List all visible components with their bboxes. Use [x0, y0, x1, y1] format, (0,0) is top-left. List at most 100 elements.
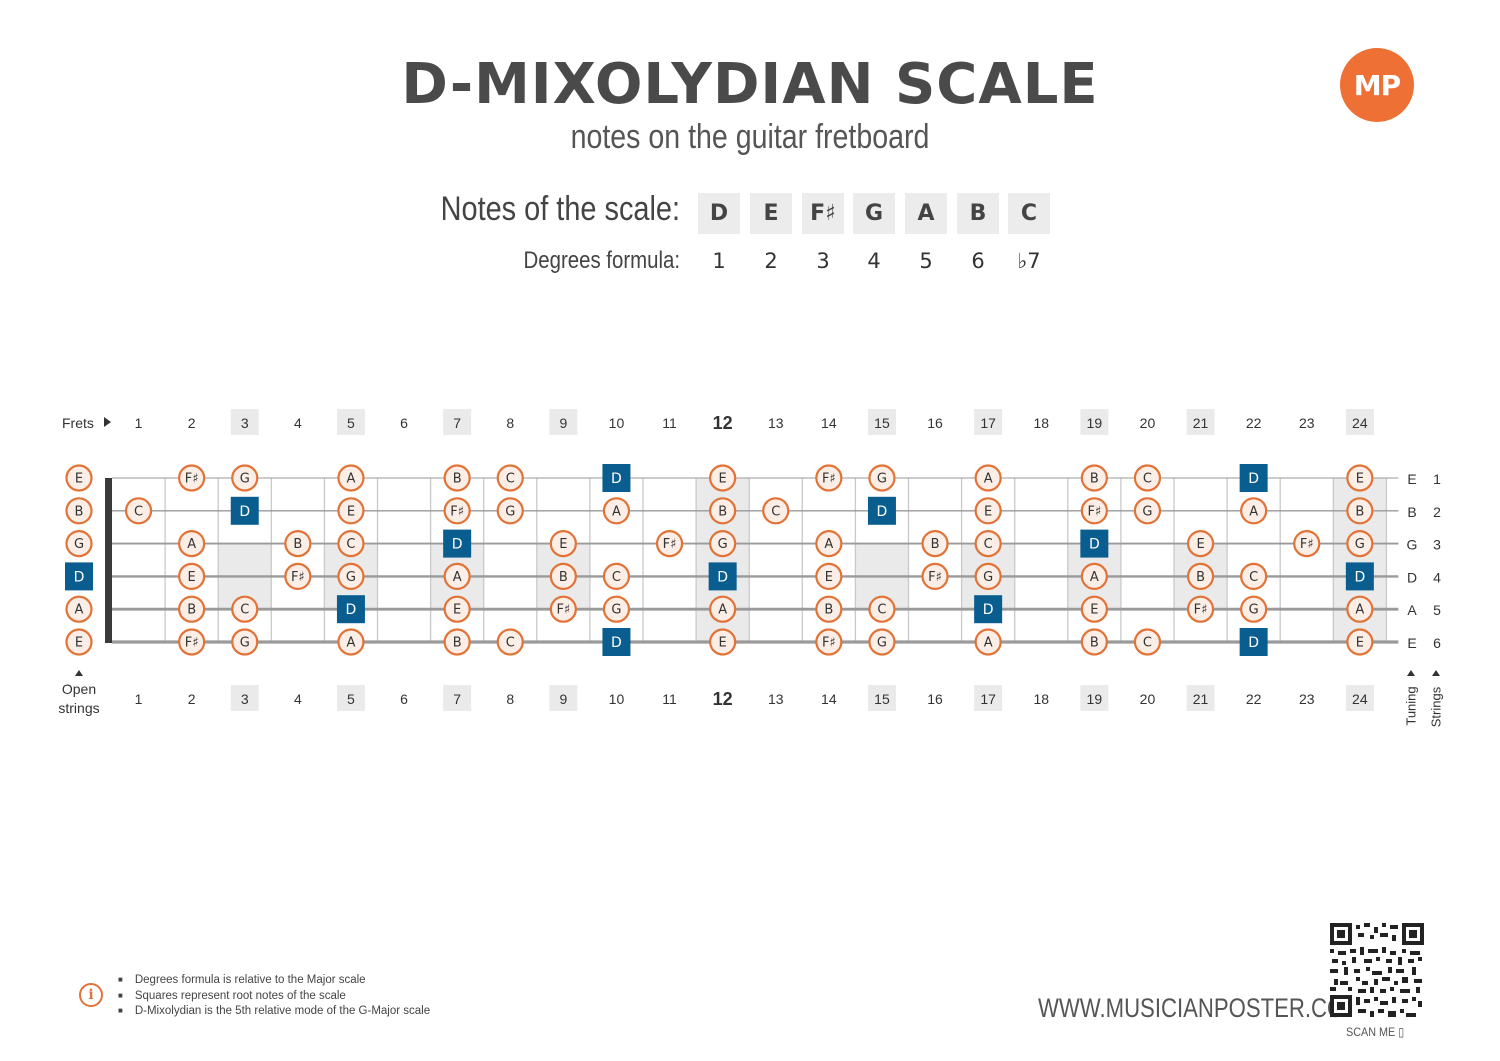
note-circle	[602, 595, 631, 623]
note-label: F♯	[822, 636, 836, 651]
note-circle	[1240, 562, 1268, 591]
note-label: B	[1090, 472, 1099, 487]
fret-number: 11	[662, 691, 677, 707]
note-circle	[337, 628, 365, 656]
scale-degree: 1	[712, 249, 726, 273]
note-circle	[974, 628, 1002, 656]
note-circle	[231, 595, 259, 623]
fret-number-marker	[1345, 685, 1374, 711]
note-circle	[284, 562, 312, 591]
scale-note: B	[957, 193, 999, 234]
note-label: E	[75, 636, 83, 651]
note-label: E	[984, 504, 992, 519]
note-label: B	[931, 537, 940, 552]
scan-me-text: SCAN ME	[1346, 1025, 1396, 1039]
root-note-square	[867, 496, 896, 525]
logo-text: MP	[1353, 68, 1401, 102]
fret-number-marker	[1186, 409, 1215, 435]
root-note-label: D	[74, 569, 85, 585]
note-circle	[496, 464, 524, 492]
note-label: F♯	[450, 504, 464, 519]
fret-number: 10	[609, 691, 625, 707]
fret-number: 24	[1352, 415, 1368, 431]
note-label: F♯	[185, 472, 199, 487]
note-label: G	[877, 472, 887, 487]
note-circle	[602, 562, 631, 591]
note-circle	[443, 628, 471, 656]
fret-number: 16	[927, 691, 943, 707]
note-circle	[284, 529, 312, 558]
note-circle	[921, 562, 949, 591]
phone-icon: ▯	[1398, 1025, 1405, 1039]
note-label: A	[718, 603, 727, 618]
fret-number: 8	[506, 415, 514, 431]
fret-number: 5	[347, 415, 355, 431]
page-subtitle: notes on the guitar fretboard	[570, 118, 930, 156]
fret-number: 21	[1193, 691, 1209, 707]
note-circle	[65, 595, 93, 623]
note-label: F♯	[663, 537, 677, 552]
note-label: G	[240, 472, 250, 487]
triangle-up-icon	[1432, 670, 1440, 676]
fret-number: 6	[400, 691, 408, 707]
note-label: A	[346, 472, 355, 487]
note-circle	[921, 529, 949, 558]
note-circle	[443, 464, 471, 492]
note-label: C	[240, 603, 249, 618]
note-label: C	[346, 537, 355, 552]
note-label: F♯	[822, 472, 836, 487]
root-note-label: D	[611, 635, 622, 651]
fret-number: 16	[927, 415, 943, 431]
note-circle	[1346, 497, 1374, 525]
fret-number-marker	[443, 685, 472, 711]
fret-number: 2	[188, 415, 196, 431]
note-label: G	[611, 603, 621, 618]
root-note-square	[1239, 464, 1268, 492]
note-circle	[1133, 464, 1162, 492]
note-label: E	[75, 472, 83, 487]
note-label: C	[506, 472, 515, 487]
note-label: A	[346, 636, 355, 651]
fret-number: 13	[768, 691, 784, 707]
note-circle	[1346, 529, 1374, 558]
string-tuning: A	[1407, 602, 1417, 618]
footer-note: D-Mixolydian is the 5th relative mode of…	[118, 1004, 430, 1020]
note-label: G	[346, 570, 356, 585]
note-label: F♯	[1300, 537, 1314, 552]
root-note-square	[336, 595, 365, 624]
note-circle	[655, 529, 684, 558]
note-circle	[443, 562, 471, 591]
root-note-label: D	[1248, 471, 1259, 487]
website-link[interactable]: WWW.MUSICIANPOSTER.COM	[1038, 993, 1363, 1023]
fret-number: 12	[713, 413, 733, 433]
note-circle	[124, 497, 153, 525]
fret-number-marker	[867, 685, 896, 711]
fret-number-marker	[1080, 409, 1109, 435]
root-note-label: D	[1248, 635, 1259, 651]
note-label: F♯	[928, 570, 942, 585]
fret-number: 8	[506, 691, 514, 707]
note-label: B	[718, 504, 727, 519]
note-circle	[178, 562, 206, 591]
note-circle	[1346, 464, 1374, 492]
qr-code-icon[interactable]	[1330, 923, 1424, 1017]
scale-degree: 3	[816, 249, 830, 273]
note-circle	[178, 529, 206, 558]
fret-number-marker	[336, 409, 365, 435]
string-tuning: E	[1407, 471, 1416, 487]
fret-number: 18	[1033, 415, 1049, 431]
fret-number: 23	[1299, 691, 1315, 707]
note-label: B	[1196, 570, 1205, 585]
note-label: C	[1143, 472, 1152, 487]
root-note-square	[974, 595, 1003, 624]
note-label: A	[984, 636, 993, 651]
scale-note: G	[853, 193, 895, 234]
note-circle	[1346, 595, 1374, 623]
note-label: B	[293, 537, 302, 552]
note-label: E	[825, 570, 833, 585]
note-label: F♯	[1087, 504, 1101, 519]
note-circle	[1346, 628, 1374, 656]
string-tuning: B	[1407, 504, 1416, 520]
note-circle	[709, 529, 737, 558]
fret-number-marker	[230, 409, 259, 435]
